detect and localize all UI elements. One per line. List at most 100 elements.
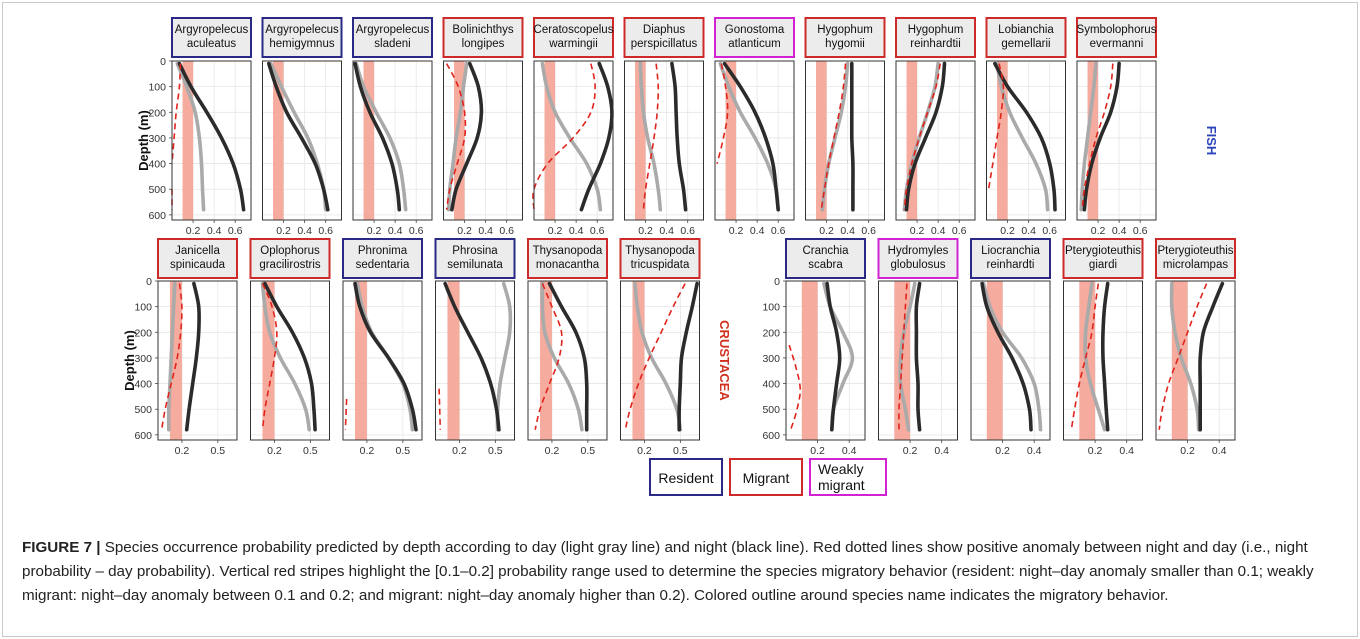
species-panel: Symbolophorus evermanni 0.2 0.4 0.6 bbox=[1076, 17, 1157, 237]
species-panel: Hygophum reinhardtii 0.2 0.4 0.6 bbox=[895, 17, 976, 237]
species-name: Lobianchia bbox=[998, 24, 1054, 36]
species-status-outline bbox=[895, 17, 976, 58]
species-name: Diaphus bbox=[643, 24, 685, 36]
species-status-outline bbox=[527, 238, 608, 279]
anomaly-line bbox=[445, 63, 467, 210]
night-probability-line bbox=[579, 61, 614, 212]
species-panel: Phronima sedentaria 0.2 0.5 bbox=[342, 238, 423, 457]
x-tick-label: 0.2 bbox=[995, 445, 1010, 457]
x-tick-label: 0.2 bbox=[545, 445, 560, 457]
probability-stripe bbox=[182, 61, 194, 220]
anomaly-line bbox=[898, 283, 908, 430]
probability-stripe bbox=[635, 61, 646, 220]
plot-border bbox=[352, 60, 433, 221]
x-tick-label: 0.6 bbox=[409, 225, 424, 237]
x-tick-label: 0.6 bbox=[861, 225, 876, 237]
species-panel: Argyropelecus sladeni 0.2 0.4 0.6 bbox=[352, 17, 433, 237]
plot-border bbox=[986, 60, 1066, 221]
legend-box-weakly-migrant bbox=[809, 458, 887, 496]
chart-group-mollusc: 0100200300400500600MOLLUSCCranchiascabra… bbox=[762, 238, 1238, 457]
species-status-outline bbox=[970, 238, 1051, 279]
y-tick-label: 600 bbox=[148, 210, 166, 222]
y-tick-label: 600 bbox=[134, 430, 152, 442]
species-name: spinicauda bbox=[170, 259, 226, 271]
strip-background bbox=[1157, 240, 1234, 277]
night-probability-line bbox=[993, 61, 1057, 212]
y-tick-label: 400 bbox=[762, 379, 780, 391]
anomaly-line bbox=[160, 283, 183, 430]
x-tick-label: 0.2 bbox=[452, 445, 467, 457]
chart-group-crustacea: Depth (m) 0 100 200 300 400 500 600 CRUSTACEA Jan… bbox=[122, 238, 732, 457]
probability-stripe bbox=[997, 61, 1008, 220]
x-tick-label: 0.5 bbox=[396, 445, 411, 457]
x-tick-label: 0.2 bbox=[1091, 225, 1106, 237]
anomaly-line bbox=[261, 283, 278, 430]
day-probability-line bbox=[354, 61, 408, 212]
x-tick-label: 0.2 bbox=[1088, 445, 1103, 457]
species-panel: Diaphus perspicillatus 0.2 0.4 0.6 bbox=[623, 17, 705, 237]
probability-stripe bbox=[544, 61, 556, 220]
x-tick-label: 0.4 bbox=[1119, 445, 1134, 457]
species-name: warmingii bbox=[548, 38, 598, 50]
y-tick-label: 500 bbox=[148, 184, 166, 196]
species-name: Oplophorus bbox=[260, 245, 320, 257]
species-name: Hygophum bbox=[908, 24, 964, 36]
x-tick-label: 0.2 bbox=[276, 225, 291, 237]
species-name: globulosus bbox=[891, 259, 946, 271]
x-tick-label: 0.5 bbox=[211, 445, 226, 457]
night-probability-line bbox=[450, 61, 484, 212]
species-panel: Bolinichthys longipes 0.2 0.4 0.6 bbox=[442, 17, 524, 237]
day-probability-line bbox=[540, 281, 584, 432]
x-tick-label: 0.2 bbox=[903, 445, 918, 457]
probability-stripe bbox=[725, 61, 737, 220]
x-tick-label: 0.6 bbox=[1133, 225, 1148, 237]
anomaly-line bbox=[344, 398, 348, 430]
x-tick-label: 0.2 bbox=[1180, 445, 1195, 457]
probability-stripe bbox=[169, 281, 182, 440]
species-status-outline bbox=[434, 238, 516, 279]
species-name: atlanticum bbox=[728, 38, 780, 50]
strip-background bbox=[716, 19, 793, 56]
night-probability-line bbox=[677, 281, 699, 432]
species-name: Cranchia bbox=[802, 245, 849, 257]
anomaly-line bbox=[820, 63, 847, 210]
species-status-outline bbox=[877, 238, 959, 279]
species-panel: Gonostoma atlanticum 0.2 0.4 0.6 bbox=[714, 17, 795, 237]
plot-border bbox=[714, 60, 795, 221]
species-panel: Hygophum hygomii 0.2 0.4 0.6 bbox=[804, 17, 886, 237]
strip-background bbox=[987, 19, 1065, 56]
species-status-outline bbox=[1062, 238, 1144, 279]
species-panel: Thysanopoda tricuspidata 0.2 0.5 bbox=[619, 238, 701, 457]
y-axis-title: Depth (m) bbox=[136, 110, 151, 171]
species-panel: Oplophorus gracilirostris 0.2 0.5 bbox=[249, 238, 331, 457]
figure-caption-text: Species occurrence probability predicted… bbox=[22, 539, 1314, 604]
plot-border bbox=[970, 280, 1051, 441]
anomaly-line bbox=[903, 63, 941, 210]
species-name: reinhardtii bbox=[910, 38, 961, 50]
y-tick-label: 100 bbox=[762, 302, 780, 314]
figure-caption: FIGURE 7 | Species occurrence probabilit… bbox=[22, 536, 1342, 608]
species-status-outline bbox=[623, 17, 705, 58]
strip-background bbox=[897, 19, 974, 56]
species-status-outline bbox=[352, 17, 433, 58]
figure-chart: Depth (m) 0 100 200 300 400 500 600 FISH Argyrope… bbox=[122, 17, 1238, 496]
plot-area bbox=[528, 281, 607, 440]
night-probability-line bbox=[184, 281, 201, 432]
species-status-outline bbox=[985, 17, 1067, 58]
species-name: Gonostoma bbox=[725, 24, 785, 36]
night-probability-line bbox=[914, 281, 922, 432]
x-tick-label: 0.4 bbox=[840, 225, 855, 237]
x-tick-label: 0.6 bbox=[228, 225, 243, 237]
y-tick-label: 300 bbox=[134, 353, 152, 365]
species-name: Bolinichthys bbox=[452, 24, 514, 36]
anomaly-line bbox=[1158, 283, 1208, 430]
strip-background bbox=[444, 19, 522, 56]
probability-stripe bbox=[906, 61, 918, 220]
anomaly-line bbox=[532, 63, 596, 210]
night-probability-line bbox=[547, 281, 589, 432]
day-probability-line bbox=[166, 281, 177, 432]
probability-stripe bbox=[454, 61, 465, 220]
strip-background bbox=[787, 240, 864, 277]
species-name: Ceratoscopelus bbox=[534, 24, 614, 36]
species-name: giardi bbox=[1089, 259, 1117, 271]
